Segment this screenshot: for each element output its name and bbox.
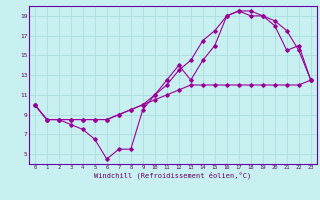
X-axis label: Windchill (Refroidissement éolien,°C): Windchill (Refroidissement éolien,°C): [94, 172, 252, 179]
